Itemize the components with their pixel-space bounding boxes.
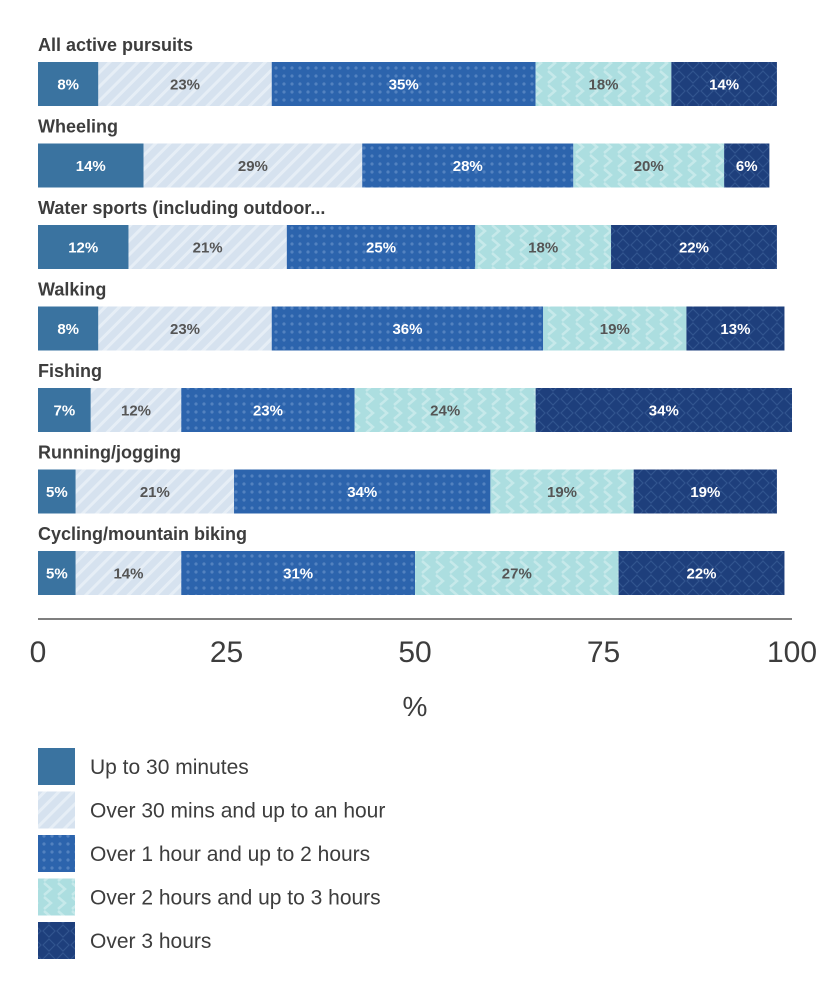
bar-segment — [128, 225, 287, 269]
data-label: 19% — [600, 321, 630, 338]
bars-layer: All active pursuits 8% 23% 35% 18% 14% Wheelin… — [38, 35, 792, 595]
data-label: 21% — [140, 484, 170, 501]
legend-swatch — [38, 878, 75, 916]
bar-segment — [143, 143, 363, 188]
data-label: 31% — [283, 566, 313, 583]
bar-segment — [38, 551, 76, 595]
x-tick-label: 75 — [587, 636, 620, 669]
x-axis: 0 25 50 75 100% — [30, 618, 817, 722]
data-label: 23% — [253, 403, 283, 420]
bar-segment — [415, 551, 619, 595]
legend-label: Up to 30 minutes — [90, 756, 249, 779]
x-tick-label: 100 — [767, 636, 817, 669]
bar-segment — [38, 225, 129, 269]
category-label: All active pursuits — [38, 35, 193, 55]
bar-segment — [271, 306, 544, 351]
data-label: 25% — [366, 240, 396, 257]
data-label: 21% — [193, 240, 223, 257]
bar-segment — [686, 306, 785, 351]
bar-segment — [98, 306, 272, 351]
bar-segment — [611, 225, 777, 269]
bar-segment — [633, 469, 777, 514]
data-label: 19% — [547, 484, 577, 501]
data-label: 5% — [46, 484, 68, 501]
legend-swatch — [38, 748, 75, 785]
data-label: 14% — [113, 566, 143, 583]
data-label: 22% — [687, 566, 717, 583]
bar-segment — [671, 62, 777, 106]
data-label: 29% — [238, 158, 268, 175]
data-label: 8% — [57, 77, 79, 94]
bar-segment — [90, 388, 182, 432]
data-label: 34% — [347, 484, 377, 501]
bar-segment — [286, 225, 476, 269]
data-label: 22% — [679, 240, 709, 257]
bar-segment — [38, 62, 99, 106]
data-label: 13% — [720, 321, 750, 338]
bar-segment — [271, 62, 536, 106]
data-label: 5% — [46, 566, 68, 583]
bar-segment — [38, 306, 99, 351]
data-label: 18% — [588, 77, 618, 94]
category-label: Wheeling — [38, 117, 118, 137]
x-axis-title: % — [403, 691, 428, 722]
bar-segment — [535, 388, 792, 432]
legend-label: Over 2 hours and up to 3 hours — [90, 887, 381, 910]
data-label: 14% — [709, 77, 739, 94]
data-label: 23% — [170, 321, 200, 338]
bar-segment — [362, 143, 574, 188]
data-label: 12% — [121, 403, 151, 420]
legend-swatch — [38, 791, 75, 829]
data-label: 12% — [68, 240, 98, 257]
data-label: 28% — [453, 158, 483, 175]
legend-swatch — [38, 835, 75, 872]
legend-label: Over 30 mins and up to an hour — [90, 800, 385, 823]
data-label: 18% — [528, 240, 558, 257]
legend: Up to 30 minutes Over 30 mins and up to a… — [38, 748, 385, 959]
bar-segment — [75, 551, 182, 595]
bar-segment — [181, 551, 415, 595]
category-label: Running/jogging — [38, 443, 181, 463]
bar-segment — [543, 306, 687, 351]
legend-label: Over 1 hour and up to 2 hours — [90, 843, 370, 866]
bar-segment — [98, 62, 272, 106]
bar-segment — [490, 469, 634, 514]
bar-segment — [75, 469, 235, 514]
legend-swatch — [38, 922, 75, 959]
data-label: 35% — [389, 77, 419, 94]
bar-segment — [475, 225, 612, 269]
data-label: 14% — [76, 158, 106, 175]
x-tick-label: 50 — [398, 636, 431, 669]
category-label: Walking — [38, 280, 106, 300]
data-label: 24% — [430, 403, 460, 420]
bar-segment — [618, 551, 785, 595]
bar-segment — [535, 62, 672, 106]
data-label: 34% — [649, 403, 679, 420]
bar-segment — [181, 388, 355, 432]
x-tick-label: 25 — [210, 636, 243, 669]
bar-segment — [38, 388, 91, 432]
bar-segment — [354, 388, 536, 432]
data-label: 20% — [634, 158, 664, 175]
data-label: 36% — [392, 321, 422, 338]
bar-segment — [38, 469, 76, 514]
category-label: Water sports (including outdoor... — [38, 198, 325, 218]
data-label: 27% — [502, 566, 532, 583]
data-label: 7% — [54, 403, 76, 420]
bar-segment — [38, 143, 144, 188]
data-label: 6% — [736, 158, 758, 175]
legend-label: Over 3 hours — [90, 930, 211, 953]
data-label: 23% — [170, 77, 200, 94]
bar-segment — [724, 143, 770, 188]
category-label: Fishing — [38, 361, 102, 381]
x-tick-label: 0 — [30, 636, 47, 669]
bar-segment — [573, 143, 725, 188]
category-label: Cycling/mountain biking — [38, 524, 247, 544]
data-label: 19% — [690, 484, 720, 501]
bar-segment — [234, 469, 491, 514]
data-label: 8% — [57, 321, 79, 338]
